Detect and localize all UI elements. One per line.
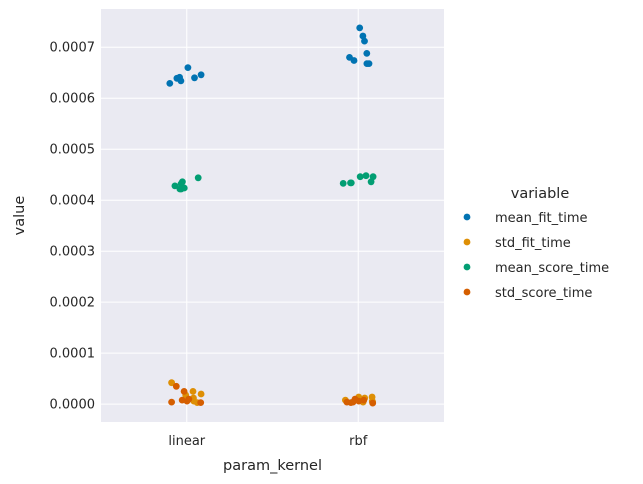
y-tick-label: 0.0004 xyxy=(50,194,96,209)
data-point-mean-score-time xyxy=(369,173,377,181)
data-point-std-fit-time xyxy=(368,393,376,401)
data-points xyxy=(166,24,377,407)
data-point-mean-fit-time xyxy=(356,24,364,32)
data-point-mean-fit-time xyxy=(184,64,192,71)
legend-label: mean_score_time xyxy=(495,261,609,276)
data-point-mean-score-time xyxy=(339,180,347,187)
data-point-mean-score-time xyxy=(347,179,354,187)
legend-marker xyxy=(463,288,471,296)
data-point-mean-score-time xyxy=(362,172,370,180)
legend-label: mean_fit_time xyxy=(495,211,588,226)
data-point-mean-fit-time xyxy=(191,74,198,82)
legend-title: variable xyxy=(511,186,570,202)
data-point-mean-fit-time xyxy=(359,32,367,40)
data-point-std-score-time xyxy=(347,399,355,406)
data-point-mean-score-time xyxy=(367,178,375,186)
y-tick-label: 0.0002 xyxy=(50,296,96,311)
y-axis-label: value xyxy=(12,196,28,236)
legend-marker xyxy=(463,238,471,246)
data-point-std-fit-time xyxy=(197,390,205,398)
data-point-mean-fit-time xyxy=(361,37,368,45)
legend-label: std_fit_time xyxy=(495,236,571,251)
data-point-std-fit-time xyxy=(189,388,197,395)
y-tick-label: 0.0003 xyxy=(50,245,96,260)
y-tick-label: 0.0007 xyxy=(50,41,96,56)
data-point-std-score-time xyxy=(168,398,176,406)
data-point-mean-fit-time xyxy=(177,77,185,85)
y-tick-label: 0.0000 xyxy=(50,398,96,413)
legend-marker xyxy=(463,263,471,271)
legend-label: std_score_time xyxy=(495,286,592,301)
y-tick-label: 0.0001 xyxy=(50,347,96,362)
data-point-std-score-time xyxy=(197,399,205,406)
plot-background xyxy=(101,9,444,422)
x-axis-ticks: linear rbf xyxy=(168,434,367,449)
y-axis-ticks: 0.0000 0.0001 0.0002 0.0003 0.0004 0.0005 0.00… xyxy=(50,41,96,413)
data-point-mean-fit-time xyxy=(350,57,358,64)
data-point-std-score-time xyxy=(178,396,186,404)
x-axis-label: param_kernel xyxy=(223,458,322,474)
x-tick-label: rbf xyxy=(349,434,368,449)
gridlines xyxy=(101,9,444,422)
data-point-mean-score-time xyxy=(356,173,364,181)
data-point-mean-fit-time xyxy=(365,60,373,67)
data-point-std-score-time xyxy=(172,382,180,390)
legend: variable mean_fit_time std_fit_time mean_s… xyxy=(463,186,609,301)
y-tick-label: 0.0005 xyxy=(50,143,96,158)
data-point-mean-score-time xyxy=(194,174,202,182)
data-point-mean-fit-time xyxy=(197,71,205,79)
data-point-mean-fit-time xyxy=(166,80,174,87)
data-point-mean-score-time xyxy=(171,182,179,190)
data-point-std-fit-time xyxy=(168,379,176,387)
data-point-mean-score-time xyxy=(180,184,188,192)
legend-marker xyxy=(463,213,471,221)
data-point-std-score-time xyxy=(369,399,377,407)
x-tick-label: linear xyxy=(168,434,205,449)
data-point-mean-fit-time xyxy=(363,50,371,57)
data-point-std-score-time xyxy=(180,388,188,395)
y-tick-label: 0.0006 xyxy=(50,92,96,107)
